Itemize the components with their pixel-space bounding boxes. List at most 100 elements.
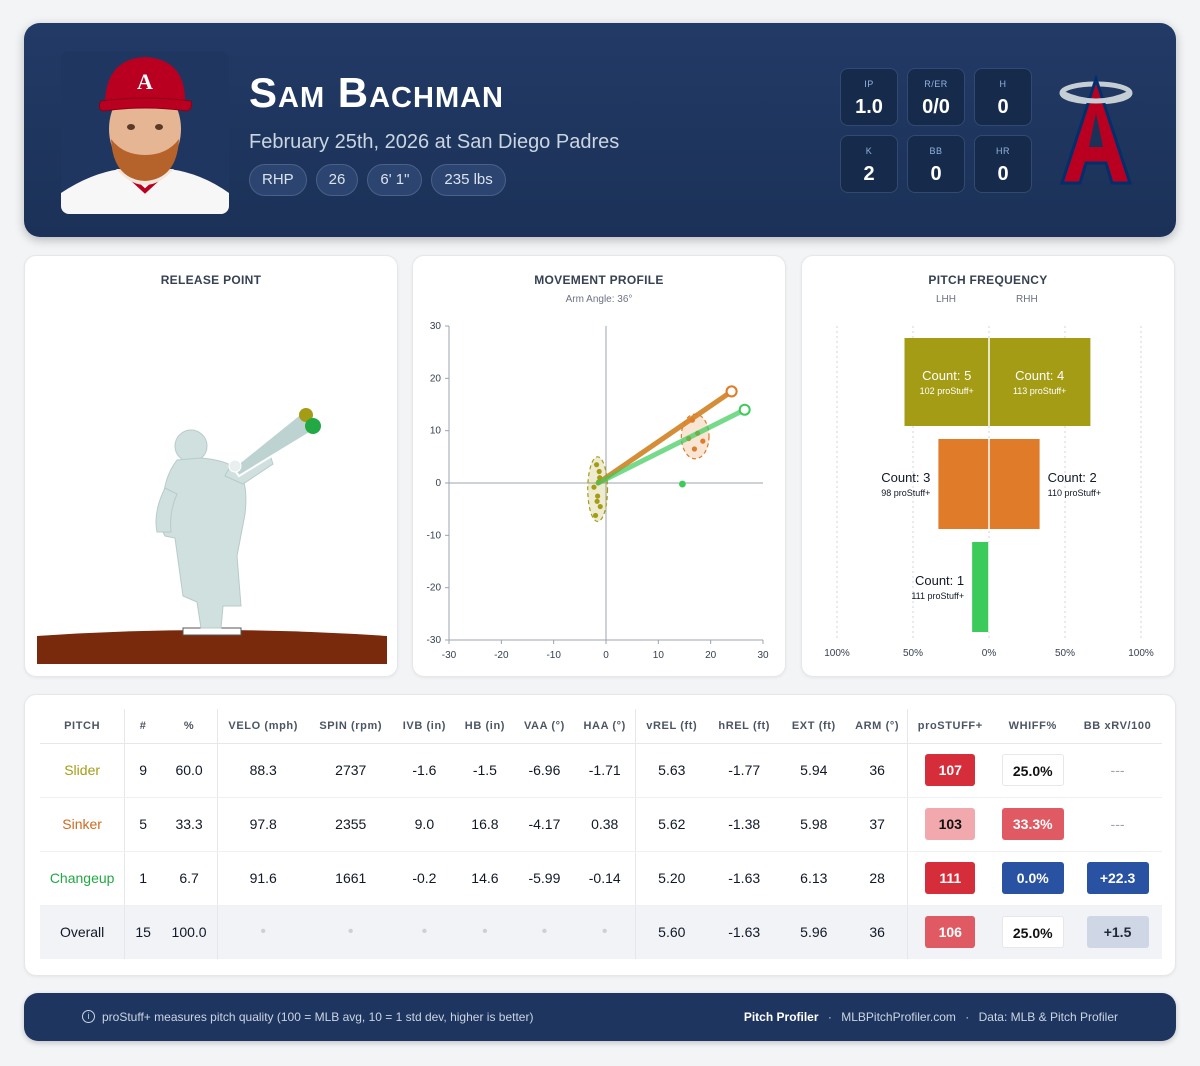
frequency-tick-label: 50% — [903, 648, 923, 659]
col-vrel: vREL (ft) — [635, 709, 708, 744]
svg-text:A: A — [137, 69, 153, 94]
sinker-pitch-point — [700, 438, 706, 444]
vaa: -5.99 — [514, 851, 575, 906]
prostuff-cell: 106 — [907, 905, 993, 959]
movement-profile-panel: MOVEMENT PROFILE Arm Angle: 36° -30 -20 -1… — [412, 255, 786, 677]
pitch-name: Slider — [40, 743, 126, 798]
stat-ip: IP 1.0 — [840, 68, 898, 126]
stat-label: IP — [864, 79, 874, 89]
whiff-cell: 33.3% — [992, 797, 1074, 852]
pitch-pct: 60.0 — [161, 743, 219, 798]
pitch-count: 1 — [124, 851, 162, 906]
stat-value: 0/0 — [922, 96, 950, 118]
ext: 6.13 — [780, 851, 848, 906]
pitch-count: 5 — [124, 797, 162, 852]
footer-brand[interactable]: Pitch Profiler — [743, 1010, 819, 1024]
velo: 88.3 — [217, 743, 309, 798]
prostuff-value: 111 — [925, 862, 976, 894]
haa: -0.14 — [574, 851, 636, 906]
bb-xrv-value: +1.5 — [1086, 916, 1149, 949]
whiff-value: 33.3% — [1001, 808, 1064, 840]
x-tick-label: -20 — [494, 650, 509, 661]
hb: 14.6 — [455, 851, 515, 906]
ext: 5.94 — [780, 743, 848, 798]
slider-pitch-point — [591, 484, 597, 490]
footer-note: proStuff+ measures pitch quality (100 = … — [102, 1010, 534, 1024]
frequency-tick-label: 100% — [1128, 648, 1154, 659]
pitcher-silhouette — [155, 429, 274, 629]
game-stats: IP 1.0 R/ER 0/0 H 0 K 2 BB 0 HR 0 — [840, 68, 1032, 193]
sinker-lhh-count: Count: 3 — [881, 470, 930, 485]
slider-cluster-ellipse — [587, 456, 609, 523]
col-vaa: VAA (°) — [514, 709, 575, 744]
tag-weight: 235 lbs — [431, 164, 506, 196]
hb: • — [455, 905, 515, 959]
frequency-chart: 100% 50% 0% 50% 100% Count: 5 102 proStuff+ Cou… — [824, 326, 1154, 659]
sinker-rhh-bar — [989, 439, 1040, 529]
changeup-arm-angle-line — [595, 407, 748, 486]
whiff-cell: 25.0% — [992, 905, 1074, 959]
tag-age: 26 — [315, 164, 359, 196]
col-whiff: WHIFF% — [992, 709, 1074, 744]
haa: 0.38 — [574, 797, 636, 852]
stat-hr: HR 0 — [974, 135, 1032, 193]
slider-rhh-count: Count: 4 — [1015, 368, 1064, 383]
ivb: 9.0 — [393, 797, 456, 852]
col-prostuff: proSTUFF+ — [907, 709, 993, 744]
prostuff-value: 106 — [925, 916, 976, 949]
pitch-pct: 6.7 — [161, 851, 219, 906]
ivb: • — [393, 905, 456, 959]
prostuff-value: 103 — [925, 808, 976, 840]
stat-value: 0 — [997, 96, 1009, 118]
velo: 91.6 — [217, 851, 309, 906]
release-point-panel: RELEASE POINT — [24, 255, 398, 677]
slider-pitch-point — [592, 512, 599, 519]
changeup-lhh-count: Count: 1 — [915, 573, 964, 588]
whiff-cell: 0.0% — [992, 851, 1074, 906]
stat-label: HR — [996, 146, 1010, 156]
spin: 1661 — [308, 851, 394, 906]
haa: -1.71 — [574, 743, 636, 798]
release-point-title: RELEASE POINT — [160, 273, 262, 287]
footer-data-source: Data: MLB & Pitch Profiler — [978, 1010, 1118, 1024]
spin: 2737 — [308, 743, 394, 798]
mound — [37, 630, 387, 664]
sinker-rhh-prostuff: 110 proStuff+ — [1048, 488, 1101, 498]
table-row-sinker: Sinker 5 33.3 97.8 2355 9.0 16.8 -4.17 0… — [40, 797, 1162, 852]
hrel: -1.77 — [707, 743, 781, 798]
haa: • — [574, 905, 636, 959]
tag-throws: RHP — [249, 164, 307, 196]
pitch-metrics-table-card: PITCH # % VELO (mph) SPIN (rpm) IVB (in)… — [24, 694, 1176, 976]
bb-xrv-value: --- — [1073, 797, 1162, 852]
table-row-overall: Overall 15 100.0 • • • • • • 5.60 -1.63 … — [40, 905, 1162, 959]
table-row-slider: Slider 9 60.0 88.3 2737 -1.6 -1.5 -6.96 … — [40, 743, 1162, 798]
bb-xrv-cell: +1.5 — [1073, 905, 1162, 959]
footer-site-link[interactable]: MLBPitchProfiler.com — [841, 1010, 956, 1024]
sinker-lhh-prostuff: 98 proStuff+ — [881, 488, 930, 498]
bb-xrv-cell: +22.3 — [1073, 851, 1162, 906]
player-headshot: A — [61, 51, 229, 214]
prostuff-value: 107 — [925, 754, 976, 786]
vaa: -4.17 — [514, 797, 575, 852]
col-velo: VELO (mph) — [217, 709, 309, 744]
pitch-count: 9 — [124, 743, 162, 798]
col-hb: HB (in) — [455, 709, 515, 744]
arm: 36 — [847, 905, 909, 959]
table-row-changeup: Changeup 1 6.7 91.6 1661 -0.2 14.6 -5.99… — [40, 851, 1162, 906]
y-tick-label: -30 — [427, 635, 442, 646]
col-haa: HAA (°) — [574, 709, 636, 744]
release-point-figure — [37, 408, 387, 664]
arm-angle-label: Arm Angle: 36° — [565, 294, 633, 305]
game-info: February 25th, 2026 at San Diego Padres — [249, 131, 620, 153]
stat-label: BB — [929, 146, 943, 156]
movement-profile-title: MOVEMENT PROFILE — [534, 273, 664, 287]
footer-credits: Pitch Profiler · MLBPitchProfiler.com · … — [744, 1010, 1118, 1024]
stat-k: K 2 — [840, 135, 898, 193]
whiff-value: 25.0% — [1001, 754, 1064, 786]
vrel: 5.63 — [635, 743, 708, 798]
stat-bb: BB 0 — [907, 135, 965, 193]
sinker-pitch-point — [691, 446, 698, 452]
pitch-metrics-table: PITCH # % VELO (mph) SPIN (rpm) IVB (in)… — [40, 709, 1162, 959]
changeup-arm-angle-marker — [738, 403, 751, 416]
sinker-pitch-point — [689, 417, 695, 423]
